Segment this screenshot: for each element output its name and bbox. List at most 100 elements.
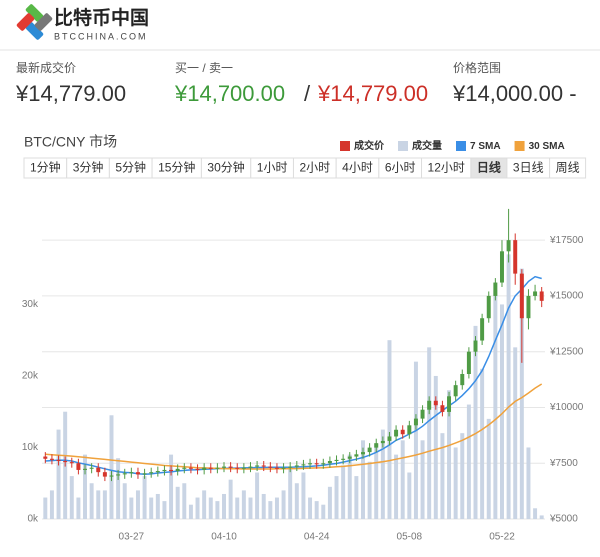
volume-bar [89,483,94,519]
candle-body [314,463,319,465]
candle-body [255,465,260,467]
timeframe-button[interactable]: 1分钟 [23,157,68,179]
candle-body [539,291,544,301]
volume-bar [367,461,372,519]
candle-body [427,400,432,410]
volume-bar [327,486,332,519]
volume-bar [202,490,207,519]
volume-bar [387,340,392,519]
candle-body [43,456,48,459]
button-label: 5分钟 [115,160,146,175]
candle-body [149,472,154,474]
timeframe-button[interactable]: 周线 [549,157,587,179]
volume-bar [235,497,240,519]
volume-bar [149,497,154,519]
legend-label: 7 SMA [470,141,501,152]
timeframe-button[interactable]: 4小时 [335,157,380,179]
candle-body [361,452,365,455]
volume-bar [420,440,425,519]
timeframe-button[interactable]: 3分钟 [66,157,110,179]
volume-bar [76,497,81,519]
candle-body [228,466,233,468]
volume-bar [440,433,445,519]
candle-body [182,467,187,469]
sma-line [45,383,543,470]
candle-body [83,468,88,470]
volume-bar [533,508,538,519]
candle-body [288,466,293,468]
timeframe-button[interactable]: 3日线 [506,157,551,179]
separator: / [304,81,311,106]
candle-body [116,474,121,476]
timeframe-button[interactable]: 5分钟 [108,157,153,179]
candle-body [69,462,74,464]
volume-bar [394,454,399,519]
button-label: 3日线 [513,161,544,175]
chart-title: BTC/CNY 市场 [24,134,117,150]
y-tick-label: ¥5000 [549,514,578,525]
timeframe-button[interactable]: 6小时 [378,157,423,179]
candle-body [321,463,326,465]
candle-body [261,465,266,467]
volume-bar [222,493,226,519]
legend-label: 30 SMA [529,141,565,152]
candle-body [519,273,524,319]
timeframe-button[interactable]: 日线 [470,157,508,179]
x-tick-label: 05-08 [397,532,423,543]
button-label: 15分钟 [158,160,195,175]
candle-body [347,456,352,459]
legend-label: 成交价 [354,139,385,152]
volume-bar [255,472,260,519]
button-label: 30分钟 [207,160,244,175]
volume-bar [493,290,498,519]
volume-bar [354,476,359,519]
volume-bar [116,458,121,519]
timeframe-button[interactable]: 12小时 [421,157,472,179]
stat-label: 价格范围 [453,60,501,75]
y2-tick-label: 0k [27,514,39,525]
volume-bar [169,454,174,519]
candle-body [109,475,114,477]
volume-bar [301,472,306,519]
volume-bar [288,468,293,519]
volume-bar [208,497,213,519]
candle-body [308,463,313,465]
volume-bar [361,440,365,519]
stat-label: 买一 / 卖一 [175,61,233,75]
timeframe-button[interactable]: 1小时 [250,157,294,179]
volume-bar [215,501,220,519]
candle-body [380,440,385,444]
stat-value: ¥14,000.00 - [452,81,577,106]
timeframe-button[interactable]: 30分钟 [200,157,252,179]
candle-body [499,251,504,283]
volume-bar [294,483,299,519]
volume-bar [526,447,531,519]
y-tick-label: ¥17500 [549,235,584,246]
candle-body [63,461,68,463]
candle-body [453,385,458,397]
volume-bar [122,483,127,519]
logo-text: 比特币中国 [54,6,149,29]
volume-bar [135,490,140,519]
volume-bar [162,501,167,519]
volume-bar [261,493,266,519]
candle-body [208,467,213,469]
x-tick-label: 04-10 [211,532,237,543]
candle-body [129,472,134,474]
volume-bar [347,454,352,519]
button-label: 1小时 [257,161,288,175]
volume-bar [513,347,518,519]
legend-swatch [340,141,350,151]
volume-bar [102,490,107,519]
volume-bar [486,418,491,519]
timeframe-button[interactable]: 15分钟 [151,157,202,179]
candle-body [533,291,538,296]
candle-body [142,473,147,475]
candle-body [400,429,405,435]
logo-icon [16,4,53,40]
button-label: 日线 [477,160,501,175]
candle-body [188,467,193,469]
timeframe-button[interactable]: 2小时 [292,157,337,179]
legend-swatch [514,141,525,151]
